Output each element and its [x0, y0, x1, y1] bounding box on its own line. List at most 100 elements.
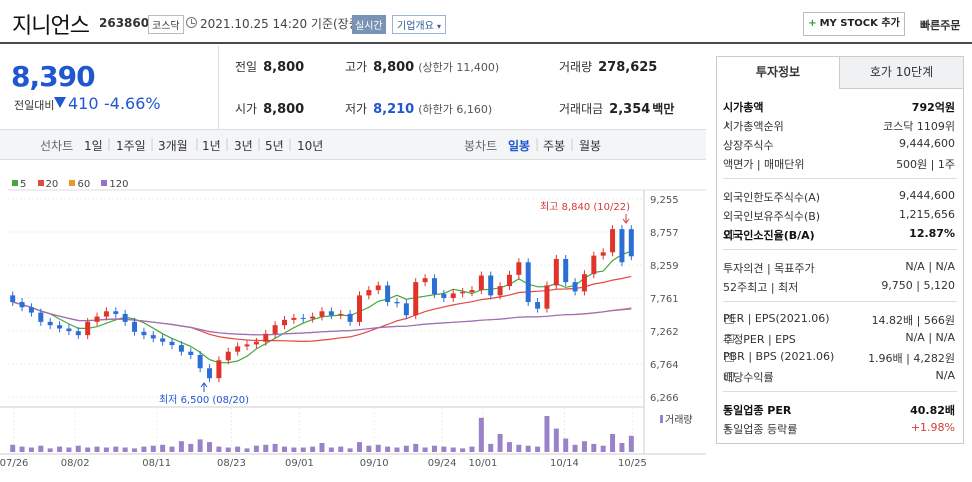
volume-bar	[57, 446, 63, 452]
period-1y[interactable]: 1년	[202, 139, 221, 153]
info-row: 배당수익률? N/A	[723, 369, 955, 387]
info-key: 액면가 | 매매단위	[723, 158, 805, 171]
period-10y[interactable]: 10년	[297, 139, 324, 153]
help-icon[interactable]: ?	[725, 230, 734, 239]
help-icon[interactable]: ?	[725, 334, 734, 343]
volume-bar	[544, 416, 550, 452]
divider: |	[288, 137, 293, 151]
volume-bar	[450, 447, 456, 452]
x-tick-label: 09/10	[360, 458, 389, 469]
candle-body	[469, 290, 475, 293]
info-row: PER | EPS(2021.06)? 14.82배 | 566원	[723, 312, 955, 330]
period-3y[interactable]: 3년	[234, 139, 253, 153]
period-3m[interactable]: 3개월	[158, 139, 188, 153]
volume-bar	[10, 444, 16, 452]
volume-bar	[94, 446, 100, 452]
candle-body	[375, 285, 381, 291]
info-value: N/A | N/A	[905, 331, 955, 344]
period-5y[interactable]: 5년	[265, 139, 284, 153]
amount-unit: 백만	[652, 102, 675, 116]
candle-body	[169, 341, 175, 346]
volume-bar	[385, 446, 391, 452]
volume-bar	[188, 443, 194, 452]
info-key: 투자의견 | 목표주가	[723, 262, 815, 275]
prev-close-label: 전일	[235, 60, 258, 74]
info-row: 액면가 | 매매단위 500원 | 1주	[723, 156, 955, 174]
info-row: 시가총액순위 코스닥 1109위	[723, 118, 955, 136]
volume-bar	[310, 446, 316, 452]
candle-body	[338, 313, 344, 316]
prev-close: 전일 8,800	[235, 58, 304, 75]
low-label: 저가	[345, 102, 368, 116]
help-icon[interactable]: ?	[725, 315, 734, 324]
volume-bar	[610, 434, 616, 452]
candle-body	[160, 338, 166, 342]
info-value: 9,444,600	[899, 189, 955, 202]
candle-body	[103, 311, 109, 317]
caret-right-icon[interactable]	[726, 424, 730, 430]
help-icon[interactable]: ?	[725, 372, 734, 381]
info-value: 792억원	[911, 101, 955, 114]
quick-order-link[interactable]: 빠른주문	[920, 19, 961, 32]
period-1w[interactable]: 1주일	[116, 139, 146, 153]
divider: |	[150, 137, 155, 151]
price-summary: 8,390 전일대비 410 -4.66%	[0, 46, 218, 130]
info-key: 시가총액	[723, 101, 764, 114]
y-tick-label: 6,266	[650, 393, 679, 404]
plus-icon: +	[808, 18, 817, 29]
tab-orderbook[interactable]: 호가 10단계	[840, 57, 963, 89]
volume-bar	[66, 447, 72, 452]
legend-swatch	[101, 180, 108, 186]
candle-body	[581, 274, 587, 292]
candle-body	[385, 285, 391, 303]
volume-bar	[197, 439, 203, 452]
candle-body	[497, 286, 503, 296]
volume-bar	[356, 442, 362, 452]
x-tick-label: 08/11	[142, 458, 171, 469]
price-chart[interactable]: 9,255 8,757 8,259 7,761 7,262 6,764 6,266 07/26…	[0, 172, 706, 482]
volume-bar	[19, 446, 25, 452]
help-icon[interactable]: ?	[725, 353, 734, 362]
candle-body	[488, 275, 494, 296]
x-tick-label: 09/01	[285, 458, 314, 469]
candle-monthly[interactable]: 월봉	[579, 139, 602, 153]
info-value: 코스닥 1109위	[883, 120, 955, 133]
info-value: 500원 | 1주	[896, 158, 955, 171]
info-key: 외국인소진율(B/A)	[723, 229, 815, 242]
candle-body	[460, 292, 466, 294]
volume-value: 278,625	[598, 60, 658, 75]
candle-weekly[interactable]: 주봉	[543, 139, 566, 153]
candle-body	[47, 321, 53, 326]
company-info-label: 기업개요	[397, 21, 434, 32]
volume-bar	[178, 441, 184, 452]
caret-right-icon[interactable]	[726, 121, 730, 127]
candle-daily[interactable]: 일봉	[508, 139, 531, 153]
clock-icon	[186, 17, 197, 28]
candle-body	[225, 351, 231, 361]
x-tick-label: 10/14	[550, 458, 579, 469]
volume-bar	[225, 447, 231, 452]
volume-bar	[235, 446, 241, 452]
amount-value: 2,354	[609, 102, 651, 117]
y-tick-label: 8,259	[650, 261, 679, 272]
info-value: 1.96배 | 4,282원	[868, 352, 955, 365]
add-mystock-button[interactable]: + MY STOCK 추가	[803, 12, 905, 36]
info-key: 동일업종 PER	[723, 404, 792, 417]
candle-body	[94, 316, 100, 322]
volume-bar	[600, 445, 606, 452]
candle-body	[272, 325, 278, 334]
change-value: 410	[68, 94, 99, 113]
legend-swatch	[69, 180, 76, 186]
caret-right-icon[interactable]	[726, 405, 730, 411]
period-1d[interactable]: 1일	[84, 139, 103, 153]
chevron-down-icon: ▾	[437, 22, 442, 31]
candle-body	[628, 229, 634, 257]
realtime-badge[interactable]: 실시간	[352, 15, 386, 34]
candle-body	[328, 311, 334, 316]
open-value: 8,800	[263, 102, 305, 117]
volume-bar	[282, 446, 288, 452]
company-info-dropdown[interactable]: 기업개요 ▾	[392, 15, 447, 34]
info-row: 동일업종 PER 40.82배	[723, 402, 955, 420]
candle-body	[19, 302, 25, 308]
tab-investment-info[interactable]: 투자정보	[717, 57, 840, 89]
